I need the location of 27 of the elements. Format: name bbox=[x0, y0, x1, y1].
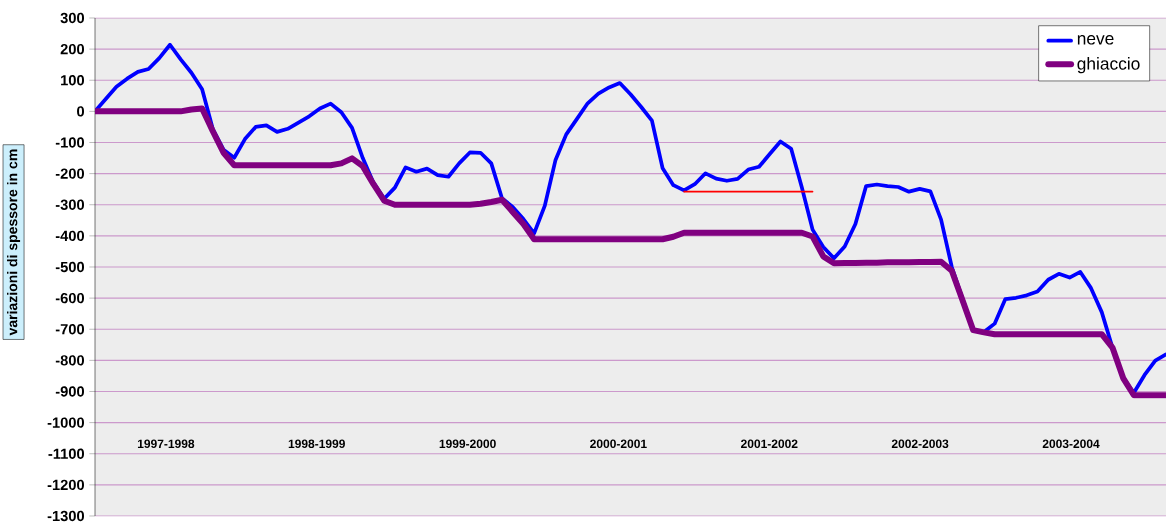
y-tick-label: -500 bbox=[55, 261, 84, 273]
y-tick-label: 300 bbox=[60, 12, 84, 24]
y-tick-label: -300 bbox=[55, 199, 84, 210]
annotation: 1997-1998 bbox=[137, 439, 195, 449]
y-tick-label: -600 bbox=[55, 292, 84, 304]
y-tick-label: 0 bbox=[77, 106, 85, 117]
annotation: 1998-1999 bbox=[288, 439, 345, 449]
annotation: 2001-2002 bbox=[741, 439, 798, 449]
y-tick-label: -800 bbox=[55, 355, 84, 366]
y-tick-label: -1000 bbox=[47, 417, 84, 428]
y-tick-label: 200 bbox=[60, 43, 84, 55]
annotation: 2000-2001 bbox=[590, 439, 647, 449]
y-tick-label: -900 bbox=[55, 386, 84, 397]
y-tick-label: -400 bbox=[55, 230, 84, 242]
annotation: 2003-2004 bbox=[1042, 439, 1100, 449]
annotation: 1999-2000 bbox=[439, 439, 496, 449]
annotation: 2002-2003 bbox=[891, 439, 949, 449]
y-tick-label: -1200 bbox=[47, 479, 84, 491]
y-tick-label: -700 bbox=[55, 324, 84, 335]
legend-label: ghiaccio bbox=[1077, 57, 1140, 74]
y-axis-title: variazioni di spessore in cm bbox=[7, 149, 21, 336]
y-tick-label: -200 bbox=[55, 168, 84, 179]
y-tick-label: -1300 bbox=[47, 510, 84, 522]
y-tick-label: -100 bbox=[55, 137, 84, 148]
y-tick-label: 100 bbox=[61, 75, 84, 86]
y-tick-label: -1100 bbox=[48, 448, 85, 459]
legend-label: neve bbox=[1077, 35, 1114, 45]
